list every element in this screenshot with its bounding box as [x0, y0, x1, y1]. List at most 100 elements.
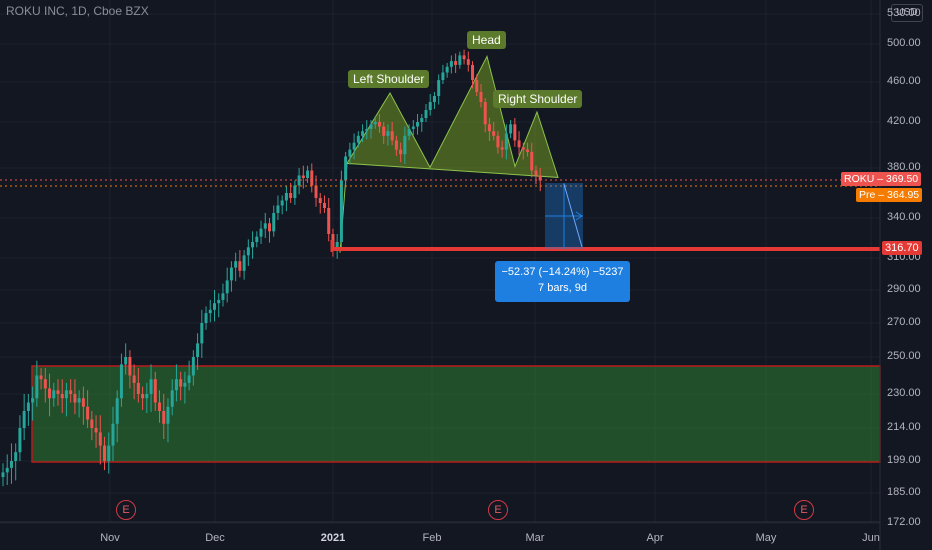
candle-body [538, 175, 542, 181]
candle-body [200, 323, 204, 344]
candle-body [242, 255, 246, 271]
candle-body [352, 142, 356, 150]
candle-body [18, 428, 22, 453]
x-tick-label: Mar [525, 532, 545, 544]
candle-body [103, 445, 107, 461]
candle-body [492, 131, 496, 136]
candle-body [246, 247, 250, 256]
y-tick-label: 214.00 [887, 421, 921, 433]
candle-body [530, 151, 534, 171]
candle-body [26, 402, 30, 411]
candle-body [217, 299, 221, 304]
candle-body [149, 379, 153, 394]
candle-body [373, 122, 377, 125]
candle-body [208, 309, 212, 314]
candle-body [424, 110, 428, 118]
candle-body [483, 102, 487, 125]
candle-body [179, 379, 183, 387]
candle-body [1, 472, 5, 477]
candle-body [361, 131, 365, 136]
y-tick-label: 340.00 [887, 211, 921, 223]
candle-body [174, 379, 178, 391]
premarket-value: 364.95 [887, 189, 920, 201]
candle-body [517, 140, 521, 148]
candle-body [238, 261, 242, 271]
candle-body [496, 135, 500, 148]
candle-body [132, 375, 136, 383]
candle-body [513, 124, 517, 141]
support-price-tag: 316.70 [882, 241, 922, 255]
x-tick-label: Feb [422, 532, 442, 544]
candle-body [251, 242, 255, 248]
candle-body [5, 467, 9, 473]
candle-body [39, 375, 43, 380]
candle-body [365, 128, 369, 132]
candle-body [77, 398, 81, 403]
candle-body [411, 126, 415, 129]
y-tick-label: 230.00 [887, 387, 921, 399]
currency-button[interactable]: USD [891, 4, 923, 22]
candle-body [196, 343, 200, 357]
candle-body [356, 135, 360, 143]
candle-body [64, 390, 68, 399]
candle-body [339, 180, 343, 242]
candle-body [293, 185, 297, 198]
head-label[interactable]: Head [467, 31, 506, 49]
candle-body [52, 390, 56, 399]
candle-body [382, 126, 386, 136]
candle-body [22, 411, 26, 428]
candle-body [521, 147, 525, 150]
candle-body [158, 402, 162, 411]
candle-body [369, 124, 373, 129]
candle-body [136, 382, 140, 394]
candle-body [394, 140, 398, 150]
demand-zone [31, 365, 881, 463]
candle-body [153, 379, 157, 403]
candle-body [43, 379, 47, 389]
candle-body [60, 394, 64, 399]
candle-body [428, 102, 432, 110]
candle-body [534, 170, 538, 176]
candle-body [145, 394, 149, 399]
earnings-event-1[interactable]: E [116, 500, 136, 520]
candle-body [69, 390, 73, 394]
candle-body [500, 147, 504, 150]
left-shoulder-label[interactable]: Left Shoulder [348, 70, 430, 88]
chart-title: ROKU INC, 1D, Cboe BZX [6, 4, 149, 18]
candle-body [56, 390, 60, 394]
candle-body [229, 267, 233, 281]
candle-body [335, 242, 339, 248]
measure-diagonal [563, 183, 583, 248]
x-tick-label: Jun [862, 532, 880, 544]
y-tick-label: 500.00 [887, 37, 921, 49]
candle-body [48, 388, 52, 399]
candle-body [348, 149, 352, 157]
x-tick-label: Dec [205, 532, 225, 544]
candle-body [191, 357, 195, 376]
right-shoulder-label[interactable]: Right Shoulder [493, 90, 583, 108]
candle-body [479, 92, 483, 102]
candle-body [267, 223, 271, 232]
candle-body [107, 445, 111, 461]
candle-body [170, 390, 174, 407]
candle-body [420, 118, 424, 122]
candle-body [509, 124, 513, 134]
x-tick-label: Nov [100, 532, 120, 544]
y-tick-label: 420.00 [887, 115, 921, 127]
earnings-event-3[interactable]: E [794, 500, 814, 520]
measure-duration: 7 bars, 9d [538, 282, 587, 294]
earnings-event-2[interactable]: E [488, 500, 508, 520]
candle-body [471, 64, 475, 81]
candle-body [466, 59, 470, 65]
candle-body [403, 135, 407, 155]
candle-body [454, 61, 458, 65]
measure-change: −52.37 (−14.24%) −5237 [501, 266, 624, 278]
candle-body [187, 375, 191, 383]
candle-body [297, 175, 301, 186]
candle-body [234, 261, 238, 268]
premarket-tag: Pre – 364.95 [856, 188, 923, 202]
x-tick-label: 2021 [320, 532, 346, 544]
candle-body [204, 313, 208, 323]
x-tick-label: May [755, 532, 777, 544]
